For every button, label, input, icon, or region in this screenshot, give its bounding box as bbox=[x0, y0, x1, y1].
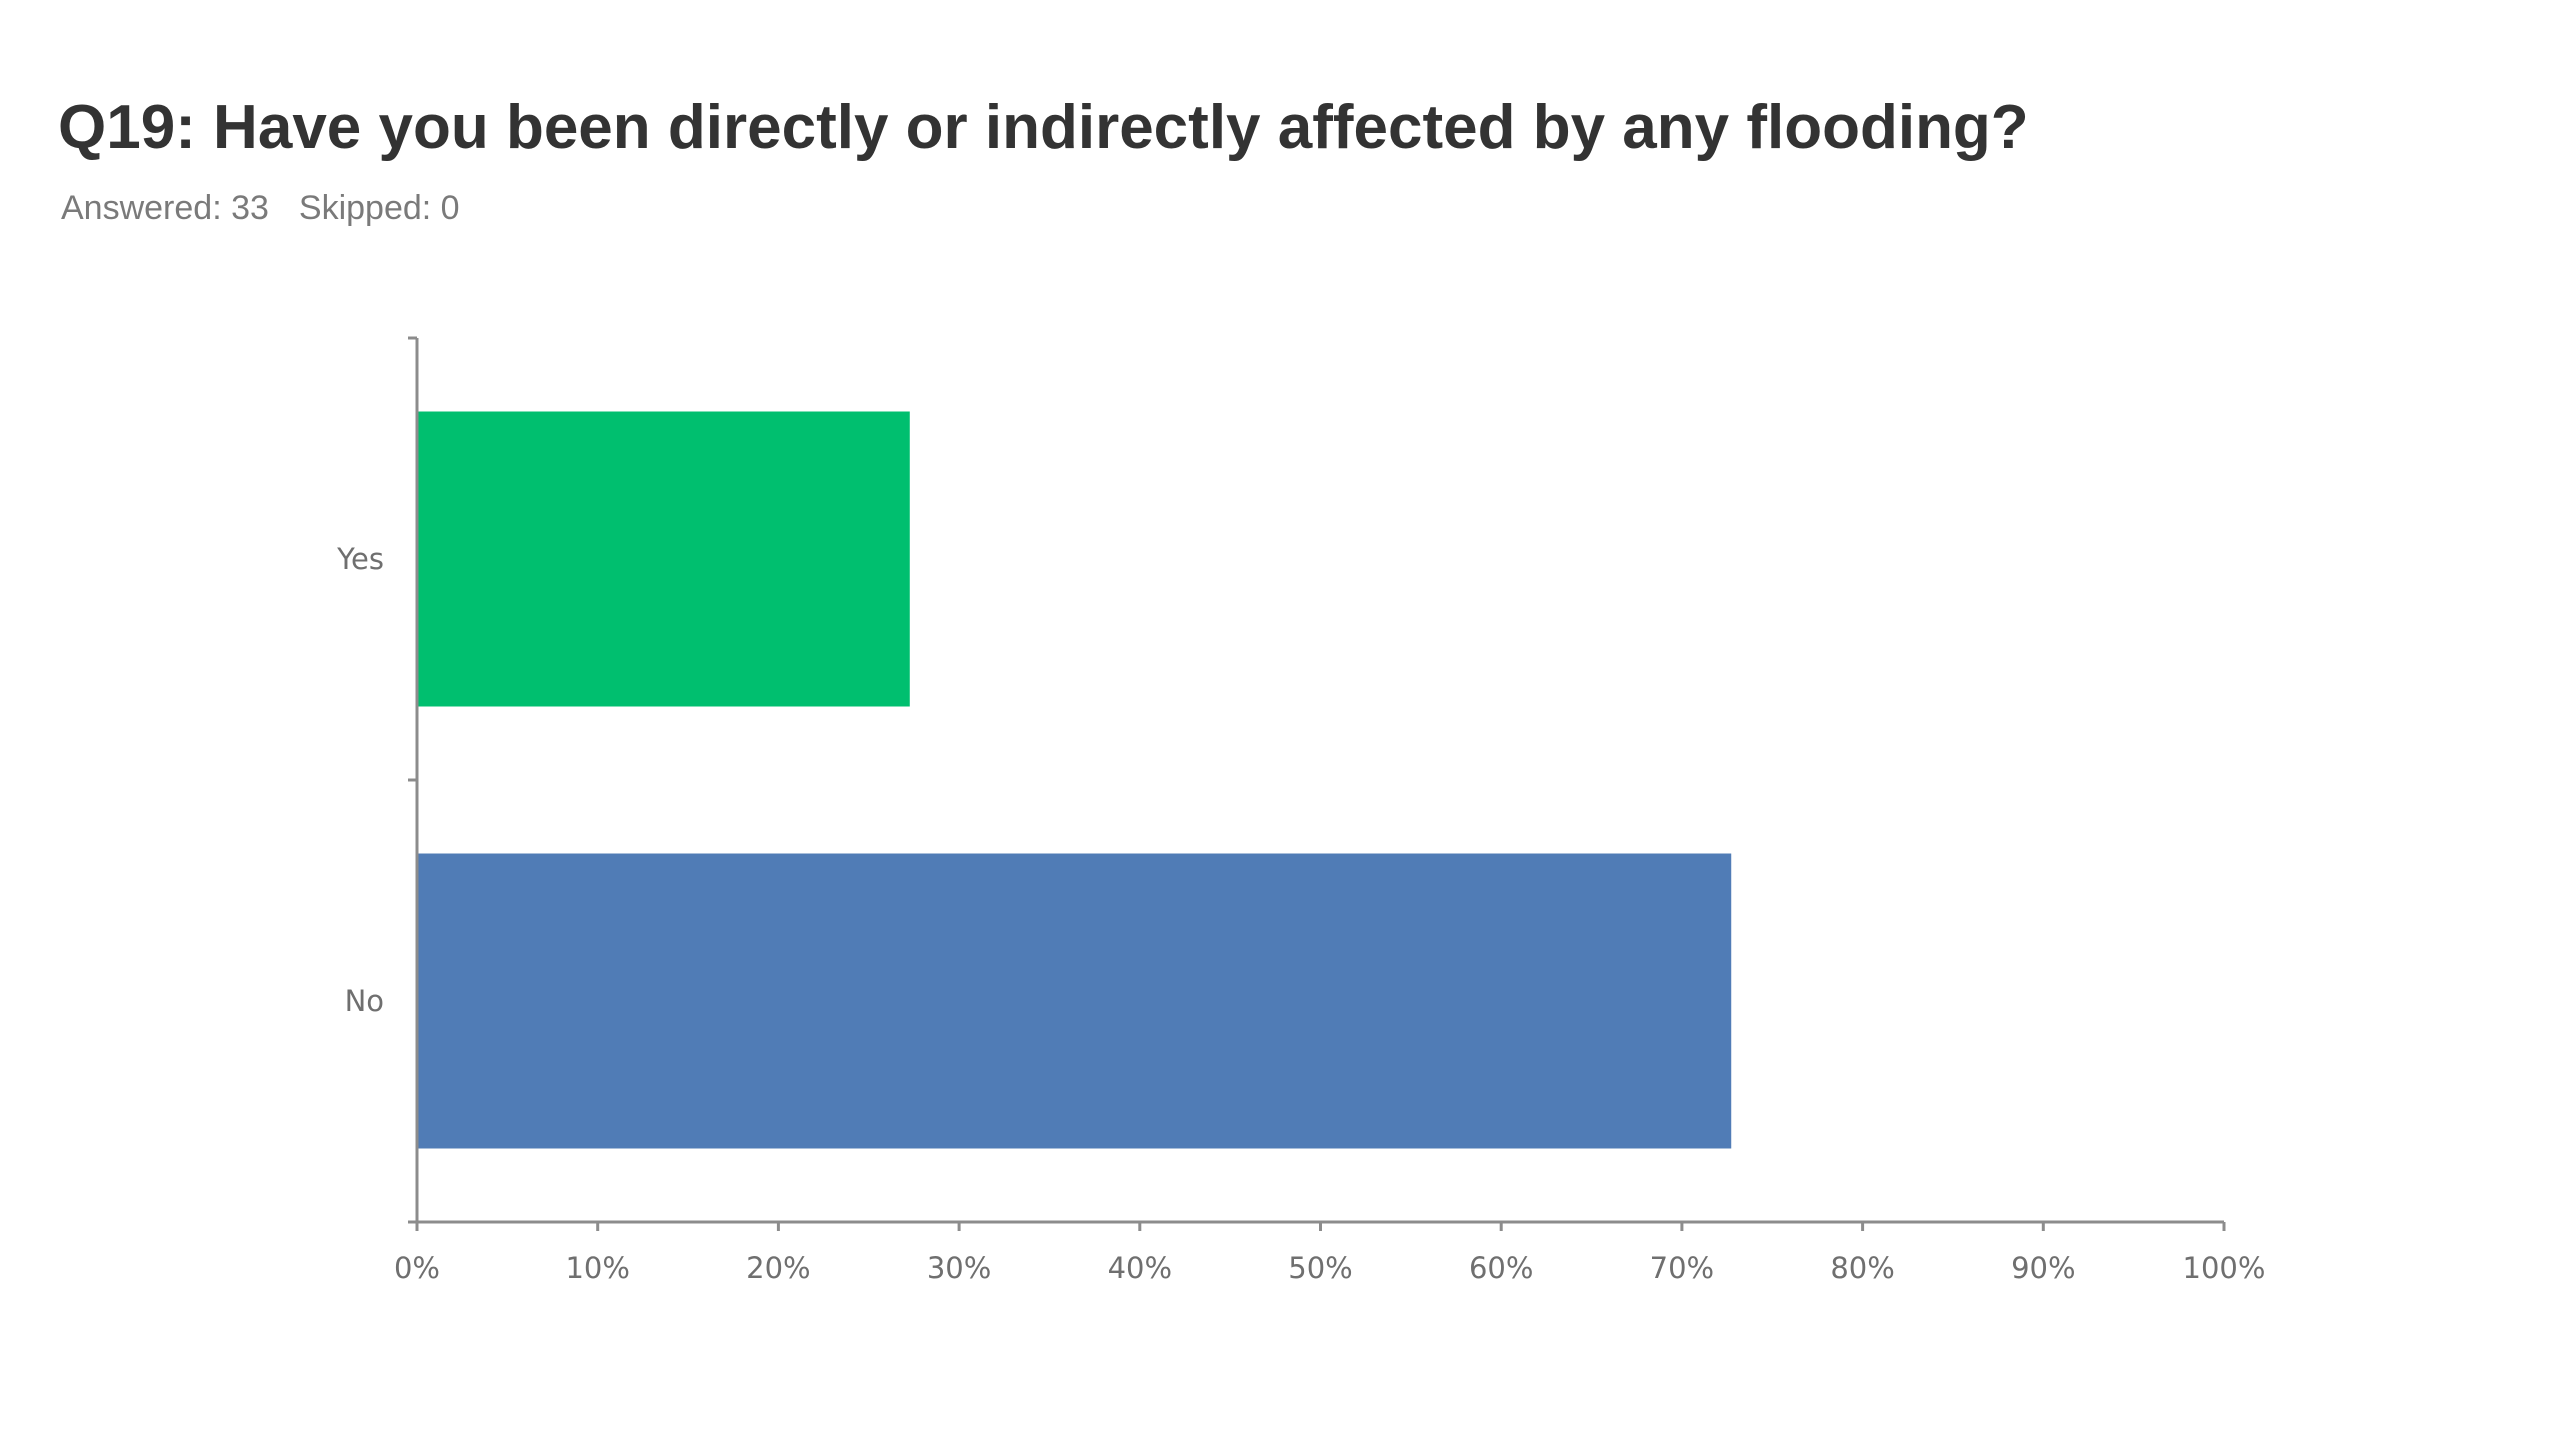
x-tick-label: 0% bbox=[394, 1251, 440, 1285]
question-title: Q19: Have you been directly or indirectl… bbox=[58, 93, 2029, 162]
bar-no bbox=[417, 853, 1732, 1149]
x-tick-label: 80% bbox=[1830, 1251, 1894, 1285]
x-tick-label: 100% bbox=[2183, 1251, 2266, 1285]
x-tick-label: 60% bbox=[1469, 1251, 1533, 1285]
response-summary: Answered: 33 Skipped: 0 bbox=[61, 186, 460, 230]
skipped-count: Skipped: 0 bbox=[298, 189, 460, 227]
x-tick-label: 40% bbox=[1108, 1251, 1172, 1285]
bar-yes bbox=[417, 411, 910, 707]
x-tick-label: 50% bbox=[1288, 1251, 1352, 1285]
answered-count: Answered: 33 bbox=[61, 189, 269, 227]
x-tick-label: 90% bbox=[2011, 1251, 2075, 1285]
x-tick-label: 20% bbox=[746, 1251, 810, 1285]
category-label-yes: Yes bbox=[336, 542, 384, 576]
x-tick-label: 10% bbox=[565, 1251, 629, 1285]
x-tick-label: 30% bbox=[927, 1251, 991, 1285]
x-tick-label: 70% bbox=[1650, 1251, 1714, 1285]
category-label-no: No bbox=[345, 984, 384, 1018]
labels-layer: Yes No 0% 10% 20% 30% 40% 50% 60% 70% 80% 90% 100% bbox=[336, 542, 2265, 1285]
bars-layer bbox=[417, 411, 1732, 1149]
axes-layer bbox=[408, 336, 2226, 1231]
